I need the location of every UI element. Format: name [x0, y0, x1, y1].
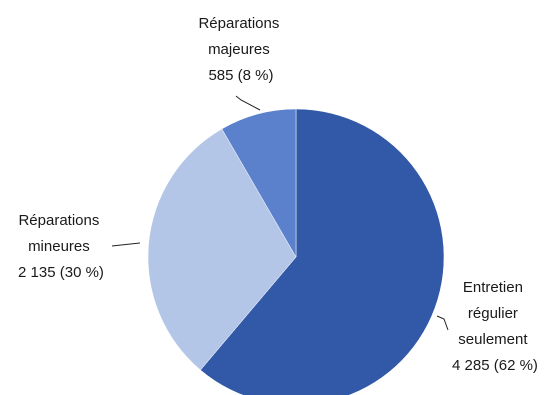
slice-label-minor-repairs: Réparations mineures 2 135 (30 %)	[18, 212, 104, 281]
slice-major-repairs	[221, 108, 297, 258]
leader-line-minor-repairs	[111, 242, 141, 247]
leader-line-major-repairs	[235, 95, 261, 111]
slice-label-regular-maintenance: Entretien régulier seulement 4 285 (62 %…	[452, 279, 538, 374]
slice-label-minor-line2: mineures	[28, 238, 90, 255]
slice-label-major-repairs: Réparations majeures 585 (8 %)	[198, 15, 283, 84]
leader-line-regular-maintenance	[436, 315, 449, 331]
slice-label-regular-line1: Entretien	[463, 279, 523, 296]
slice-label-regular-value: 4 285 (62 %)	[452, 357, 538, 374]
slice-label-major-line2: majeures	[208, 41, 270, 58]
slice-minor-repairs	[147, 128, 297, 371]
slice-label-regular-line2: régulier	[468, 305, 518, 322]
slice-label-regular-line3: seulement	[458, 331, 528, 348]
slice-label-major-line1: Réparations	[198, 15, 279, 32]
slice-label-minor-line1: Réparations	[18, 212, 99, 229]
pie-slices	[147, 108, 445, 395]
slice-label-minor-value: 2 135 (30 %)	[18, 264, 104, 281]
slice-regular-maintenance	[200, 108, 445, 395]
slice-label-major-value: 585 (8 %)	[208, 67, 273, 84]
